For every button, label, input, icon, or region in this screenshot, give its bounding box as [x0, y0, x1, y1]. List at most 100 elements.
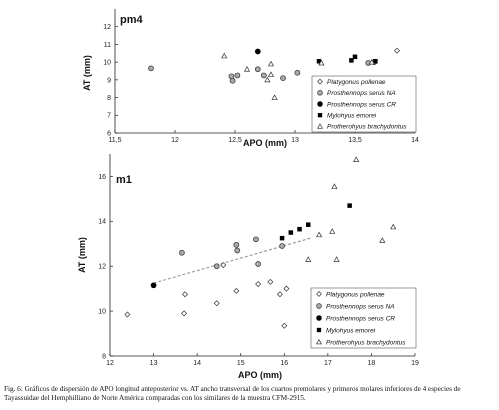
data-point [264, 76, 271, 83]
data-point [297, 226, 302, 232]
x-tick-label: 11,5 [108, 137, 121, 144]
data-point [329, 228, 336, 234]
chart-panel-pm4: 6 7 8 9 10 11 12 11,5 12 12,5 13 13,5 14 pm4 APO (mm) A… [82, 9, 419, 148]
data-point [347, 203, 352, 208]
series-circle-black [254, 48, 261, 55]
x-axis-label: APO (mm) [238, 370, 282, 380]
data-point [267, 71, 275, 77]
legend-label: Platygonus pollenae [326, 291, 385, 298]
y-tick-label: 16 [98, 174, 106, 181]
legend-label: Protherohyus brachydontus [327, 124, 407, 131]
data-point [352, 54, 358, 60]
data-point [353, 156, 360, 162]
series-diamond [394, 47, 400, 54]
data-point [306, 222, 311, 227]
trend-line [153, 237, 311, 284]
data-point [254, 66, 261, 73]
y-tick-label: 8 [107, 95, 111, 102]
data-point [279, 243, 285, 249]
series-square [279, 203, 352, 241]
x-axis-label: APO (mm) [243, 138, 287, 148]
series-circle-black [150, 282, 157, 289]
legend-label: Mylohyus emorei [327, 113, 377, 120]
data-point [148, 65, 154, 72]
legend-marker [317, 90, 323, 96]
y-tick-label: 12 [98, 264, 106, 271]
legend-box [310, 287, 417, 349]
data-point [379, 237, 386, 243]
x-tick-label: 12 [106, 360, 114, 367]
x-tick-label: 18 [368, 360, 376, 367]
x-tick-label: 14 [193, 360, 201, 367]
data-point [276, 291, 283, 298]
data-point [280, 75, 286, 81]
data-point [254, 48, 261, 55]
y-tick-label: 6 [107, 130, 111, 137]
legend-marker [316, 303, 322, 309]
series-square [316, 54, 378, 64]
chart-panel-m1: 8 10 12 14 16 12 13 14 15 16 17 18 19 m1 APO (mm) AT (m… [77, 154, 419, 380]
data-point [181, 291, 188, 298]
data-point [220, 262, 227, 269]
data-point [373, 59, 378, 64]
data-point [213, 263, 220, 270]
x-tick-label: 14 [411, 137, 419, 144]
x-tick-label: 16 [280, 360, 288, 367]
data-point [233, 242, 240, 248]
legend-label: Platygonus pollenae [327, 79, 386, 86]
legend-marker [317, 78, 323, 85]
series-triangle [305, 156, 397, 262]
legend-marker [317, 101, 323, 107]
data-point [243, 66, 251, 72]
figure-caption: Fig. 6: Gráficos de dispersión de APO lo… [4, 385, 496, 403]
data-point [331, 183, 338, 189]
x-tick-label: 19 [411, 360, 419, 367]
y-axis-label: AT (mm) [82, 55, 92, 91]
y-tick-label: 8 [102, 353, 106, 360]
legend-box [311, 75, 417, 133]
data-point [305, 256, 312, 262]
data-point [318, 59, 325, 66]
x-tick-label: 13 [150, 360, 158, 367]
x-tick-label: 13 [291, 137, 299, 144]
x-tick-label: 17 [324, 360, 332, 367]
legend-label: Prosthennops serus NA [326, 303, 395, 310]
data-point [234, 72, 241, 79]
y-tick-label: 12 [103, 24, 111, 31]
data-point [233, 287, 240, 294]
figure-caption-text: Fig. 6: Gráficos de dispersión de APO lo… [4, 385, 461, 402]
data-point [279, 235, 285, 241]
data-point [229, 77, 236, 84]
data-point [260, 72, 267, 79]
series-diamond [124, 262, 290, 329]
series-circle-gray [179, 236, 285, 270]
data-point [150, 282, 157, 289]
legend-marker [317, 113, 323, 118]
data-point [234, 247, 241, 254]
data-point [316, 59, 322, 64]
data-point [394, 47, 400, 54]
data-point [255, 281, 262, 288]
data-point [267, 278, 274, 285]
x-tick-label: 15 [237, 360, 245, 367]
data-point [368, 58, 375, 65]
data-point [179, 249, 185, 256]
data-point [213, 300, 220, 307]
y-tick-label: 11 [104, 42, 111, 49]
legend-marker [317, 123, 323, 129]
x-tick-label: 12,5 [228, 137, 242, 144]
data-point [316, 231, 323, 238]
legend-marker [316, 327, 322, 333]
legend-marker [316, 338, 322, 345]
data-point [271, 94, 278, 100]
legend-label: Protherohyus brachydontus [326, 339, 406, 346]
x-tick-label: 13,5 [348, 137, 362, 144]
y-axis-label: AT (mm) [77, 237, 87, 273]
data-point [333, 256, 340, 262]
data-point [283, 285, 290, 292]
data-point [255, 261, 261, 267]
y-tick-label: 9 [107, 77, 111, 84]
series-triangle [221, 52, 375, 100]
data-point [294, 69, 301, 76]
y-tick-label: 10 [98, 309, 106, 316]
